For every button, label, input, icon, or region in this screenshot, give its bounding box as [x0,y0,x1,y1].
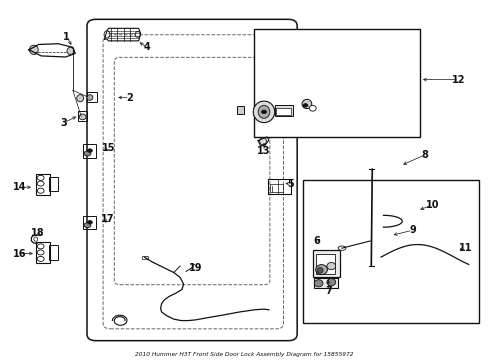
Ellipse shape [67,47,74,54]
Bar [36,174,50,195]
Ellipse shape [37,244,44,249]
Text: 12: 12 [451,75,465,85]
Ellipse shape [337,246,345,250]
Bar [303,180,478,323]
Bar [313,278,337,288]
Text: 1: 1 [63,32,70,41]
Ellipse shape [314,280,323,287]
Ellipse shape [37,175,44,180]
Bar [78,111,87,121]
Text: 16: 16 [13,248,26,258]
Text: 17: 17 [101,215,115,224]
Text: 5: 5 [287,179,294,189]
Bar [276,108,290,115]
Ellipse shape [303,104,307,107]
Ellipse shape [84,151,91,156]
Bar [49,177,58,192]
Text: 14: 14 [13,182,26,192]
Text: 9: 9 [408,225,415,235]
Text: 15: 15 [102,143,116,153]
Ellipse shape [326,262,335,270]
Bar [82,216,96,229]
Ellipse shape [87,149,92,152]
Ellipse shape [315,265,327,275]
Bar [315,254,334,274]
Text: 18: 18 [30,228,44,238]
Ellipse shape [104,31,110,38]
Text: 19: 19 [188,263,202,273]
Text: 7: 7 [325,286,331,296]
Ellipse shape [253,101,274,123]
Bar [36,242,50,263]
Ellipse shape [302,99,311,109]
Ellipse shape [326,279,335,286]
Ellipse shape [317,267,323,273]
Text: 6: 6 [313,236,319,246]
Ellipse shape [37,188,44,193]
Bar [267,179,291,194]
Text: 2010 Hummer H3T Front Side Door Lock Assembly Diagram for 15855972: 2010 Hummer H3T Front Side Door Lock Ass… [135,352,353,357]
Ellipse shape [87,95,93,100]
Ellipse shape [34,237,38,241]
Text: 10: 10 [425,200,438,210]
Bar [142,256,148,259]
Text: 13: 13 [257,146,270,156]
Ellipse shape [37,256,44,261]
Bar [254,30,419,137]
Ellipse shape [258,105,269,118]
Ellipse shape [135,32,140,37]
Text: 8: 8 [421,150,427,160]
Bar [274,105,293,116]
Text: 11: 11 [458,243,471,253]
Ellipse shape [84,223,91,228]
Bar [87,92,97,102]
Ellipse shape [309,105,316,111]
Ellipse shape [259,138,266,145]
Text: 2: 2 [126,93,133,103]
Bar [270,184,282,192]
Ellipse shape [79,114,86,120]
Ellipse shape [77,95,83,102]
Text: 4: 4 [143,42,150,52]
Text: 3: 3 [61,118,67,128]
Bar [237,107,244,114]
Ellipse shape [37,181,44,186]
Ellipse shape [37,250,44,255]
Bar [312,250,339,277]
Ellipse shape [261,110,266,114]
Ellipse shape [29,45,38,54]
Bar [82,144,96,158]
Bar [49,245,58,260]
Ellipse shape [87,221,92,224]
FancyBboxPatch shape [87,19,297,341]
